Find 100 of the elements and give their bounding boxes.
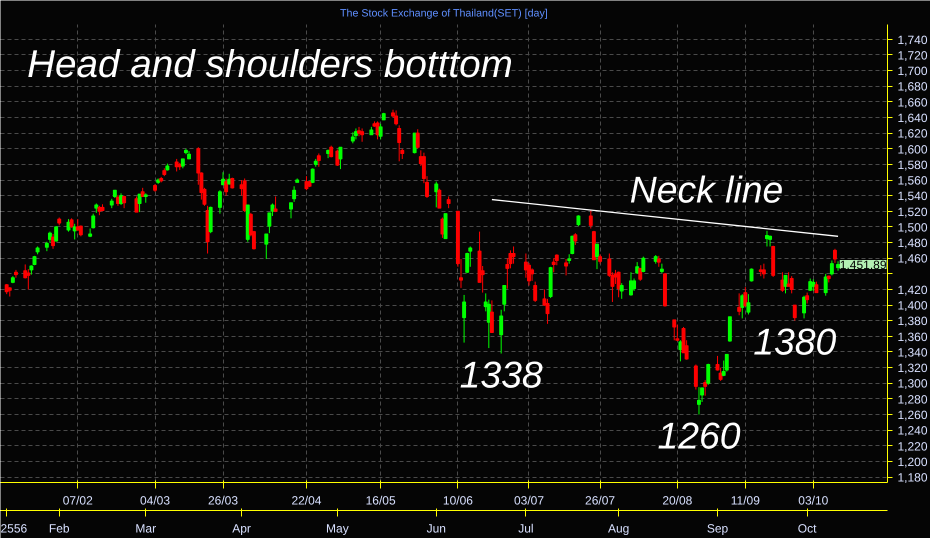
annotation: 1,451.89 [840, 258, 887, 272]
x-tick-label: 26/07 [585, 494, 616, 508]
y-tick-label: 1,200 [898, 454, 928, 469]
candlestick [416, 128, 420, 150]
candlestick [832, 248, 837, 264]
y-tick-label: 1,240 [898, 424, 928, 438]
y-tick-label: 1,520 [898, 204, 928, 219]
candlestick [814, 281, 818, 294]
candlestick [824, 273, 828, 296]
y-tick-label: 1,180 [898, 470, 928, 485]
y-tick-label: 1,660 [898, 95, 928, 110]
x2-tick-label: May [326, 522, 349, 536]
candlestick [632, 278, 636, 292]
candlestick [397, 124, 402, 162]
candlestick [792, 304, 797, 322]
y-tick-label: 1,600 [898, 142, 928, 156]
x2-tick-label: 2556 [0, 522, 28, 536]
y-tick-label: 1,480 [898, 236, 928, 250]
x2-tick-label: Jul [518, 522, 534, 536]
y-tick-label: 1,740 [898, 32, 928, 47]
candlestick [805, 292, 810, 304]
y-tick-label: 1,500 [898, 220, 928, 234]
x2-tick-label: Mar [135, 522, 156, 536]
y-tick-label: 1,580 [898, 158, 928, 172]
candlestick [274, 196, 278, 213]
x-tick-label: 22/04 [291, 494, 322, 508]
candlestick [499, 309, 504, 354]
candlestick [836, 260, 840, 272]
candlestick [656, 255, 661, 268]
series-label: Neck line [630, 168, 784, 210]
candlestick [350, 132, 355, 144]
y-tick-label: 1,280 [898, 392, 928, 406]
candlestick [660, 263, 664, 274]
y-tick-label: 1,620 [898, 126, 928, 141]
candlestick [790, 276, 794, 294]
y-tick-label: 1,560 [898, 174, 928, 188]
annotation: Head and shoulders botttom [27, 42, 513, 86]
y-tick-label: 1,640 [898, 111, 928, 126]
candlestick [598, 254, 602, 264]
y-tick-label: 1,400 [898, 298, 928, 313]
candlestick [378, 123, 383, 140]
y-tick-label: 1,380 [898, 314, 928, 328]
annotation: 1380 [753, 320, 837, 363]
chart-title: The Stock Exchange of Thailand(SET) [day] [340, 8, 548, 20]
y-tick-label: 1,220 [898, 439, 928, 454]
candlestick [746, 294, 750, 315]
candlestick [490, 300, 494, 333]
candlestick [338, 146, 342, 170]
candlestick [768, 235, 772, 247]
candlestick [329, 145, 334, 158]
candlestick [567, 254, 572, 264]
candlestick [530, 268, 534, 282]
candlestick [292, 186, 296, 202]
x-tick-label: 11/09 [730, 494, 760, 508]
y-tick-label: 1,680 [898, 80, 928, 94]
x2-tick-label: Sep [706, 522, 729, 536]
annotation: 1338 [460, 354, 543, 396]
candlestick [784, 274, 788, 294]
y-tick-label: 1,360 [898, 330, 928, 344]
candlestick [462, 294, 466, 344]
candlestick [718, 367, 723, 382]
candlestick [512, 246, 516, 264]
candlestick [576, 214, 580, 227]
candlestick [224, 178, 228, 196]
candlestick [573, 232, 578, 246]
candlestick [180, 158, 185, 169]
candlestick [616, 270, 621, 298]
candlestick [533, 281, 538, 302]
x-tick-label: 03/10 [798, 494, 829, 508]
x2-tick-label: Aug [608, 522, 630, 536]
candlestick [802, 295, 806, 319]
y-tick-label: 1,340 [898, 345, 928, 360]
y-tick-label: 1,460 [898, 252, 928, 266]
candlestick [811, 278, 816, 292]
candlestick [316, 152, 321, 168]
candlestick [737, 292, 742, 316]
candlestick [218, 190, 222, 214]
x2-tick-label: Jun [426, 522, 446, 536]
candlestick [264, 233, 268, 260]
annotation: 1260 [657, 414, 741, 457]
candlestick [830, 260, 834, 276]
y-tick-label: 1,700 [898, 64, 928, 78]
candlestick [762, 263, 766, 280]
y-tick-label: 1,320 [898, 361, 928, 376]
candlestick [552, 258, 556, 273]
candlestick [697, 386, 701, 416]
x2-tick-label: Apr [232, 522, 251, 536]
x-tick-label: 03/07 [514, 494, 544, 508]
candlestick [635, 262, 640, 274]
x2-tick-label: Feb [48, 522, 70, 536]
x-tick-label: 07/02 [62, 494, 94, 508]
candlestick [144, 192, 148, 204]
x-tick-label: 16/05 [366, 494, 396, 508]
candlestick [289, 202, 293, 219]
y-tick-label: 1,260 [898, 408, 928, 422]
x-tick-label: 04/03 [140, 494, 170, 508]
y-tick-label: 1,300 [898, 376, 928, 391]
candlestick [641, 256, 646, 273]
candlestick [446, 196, 451, 209]
candlestick [743, 286, 748, 308]
